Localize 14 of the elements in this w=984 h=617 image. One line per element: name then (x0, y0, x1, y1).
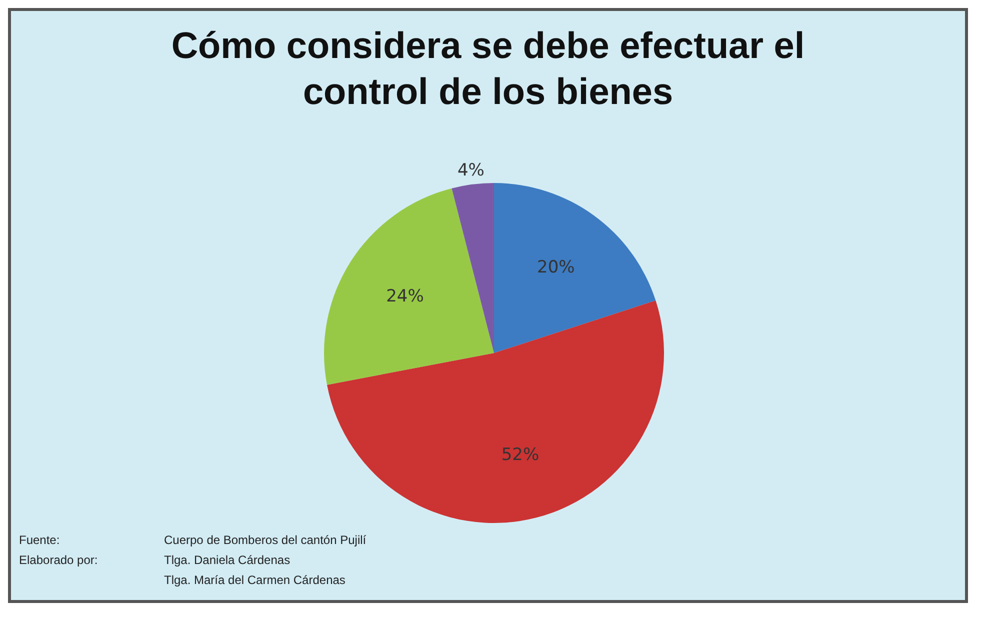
source-note: Fuente: (19, 533, 61, 547)
text: Cuerpo de Bomberos del cantón Pujilí (164, 533, 366, 547)
data-label: 4% (457, 160, 484, 180)
text: Tlga. María del Carmen Cárdenas (164, 573, 346, 587)
text: Tlga. Daniela Cárdenas (164, 553, 292, 567)
pie-slice (327, 300, 664, 523)
data-label: 24% (386, 286, 424, 307)
chart-title: Cómo considera se debe efectuar el control de los bienes (170, 24, 806, 114)
data-label: 52% (501, 445, 540, 466)
text: Elaborado por: (19, 553, 99, 567)
data-label: 20% (537, 258, 575, 278)
pie-slice (452, 183, 494, 353)
pie-slice (324, 188, 494, 385)
pie-slice (494, 183, 656, 353)
